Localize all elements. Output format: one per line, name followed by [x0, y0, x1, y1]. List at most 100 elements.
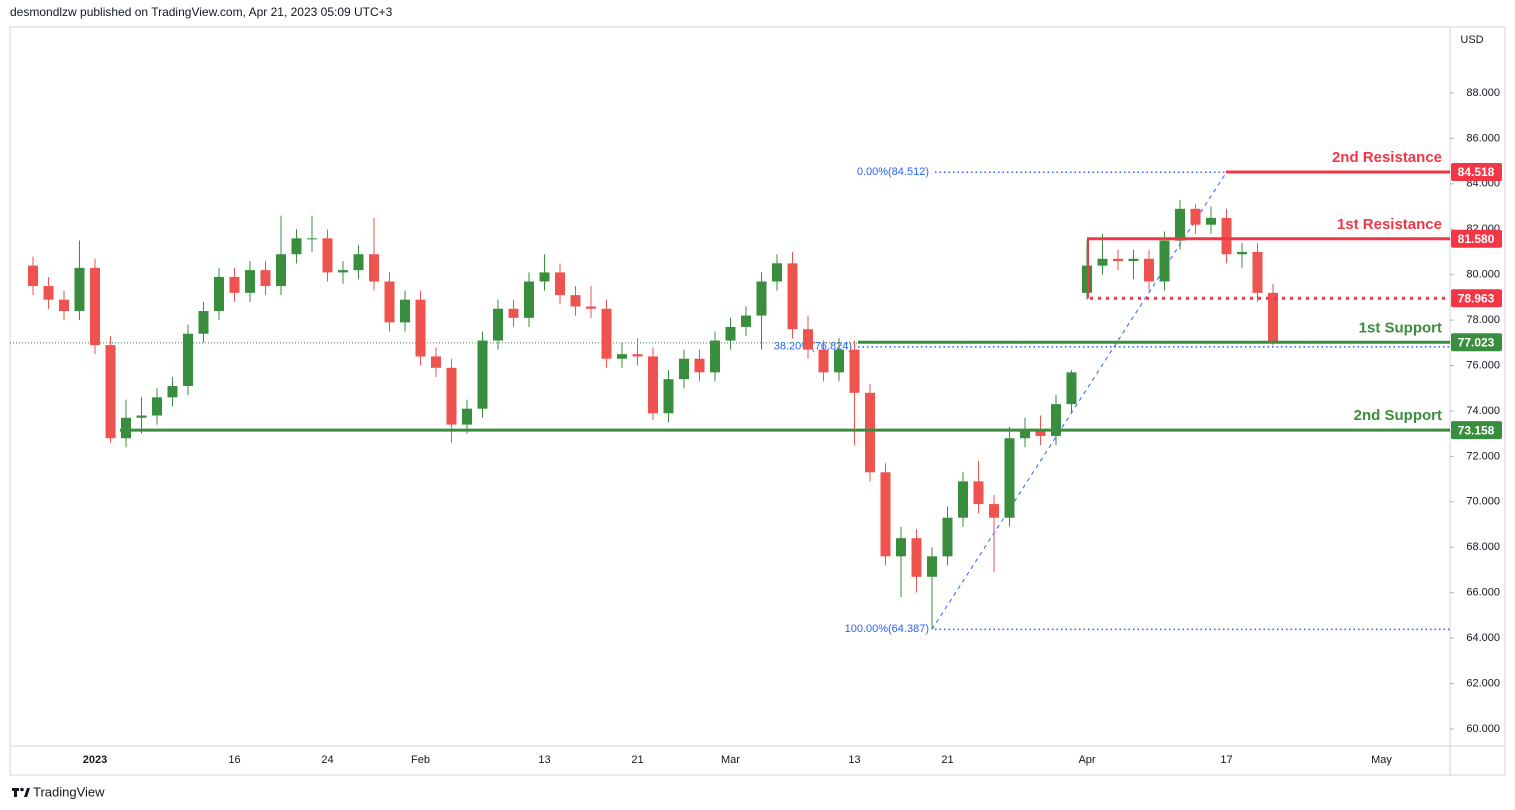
- candle-body: [1144, 258, 1154, 282]
- candle-body: [803, 329, 813, 350]
- candle-body: [880, 472, 891, 557]
- candle-body: [431, 356, 441, 368]
- x-tick-label: 2023: [83, 754, 107, 766]
- candle-body: [632, 354, 643, 357]
- x-tick-label: 16: [228, 754, 240, 766]
- x-tick-label: 24: [321, 754, 333, 766]
- candle-body: [1066, 372, 1077, 405]
- price-tag: [1451, 333, 1502, 352]
- x-tick-label: 13: [538, 754, 550, 766]
- candle-body: [43, 286, 54, 300]
- candle-body: [772, 263, 782, 282]
- candle-body: [369, 254, 379, 282]
- candle-body: [1035, 429, 1046, 436]
- candle-body: [1252, 251, 1263, 293]
- candle-body: [493, 308, 503, 341]
- candle-body: [400, 299, 410, 323]
- y-tick-label: 60.000: [1466, 723, 1500, 735]
- y-tick-label: 86.000: [1466, 132, 1500, 144]
- candle-body: [1051, 404, 1061, 436]
- candle-body: [74, 267, 85, 312]
- candle-body: [384, 281, 395, 323]
- candle-body: [787, 263, 798, 330]
- y-tick-label: 68.000: [1466, 541, 1500, 553]
- level-name: 2nd Support: [1354, 407, 1442, 424]
- candle-body: [617, 354, 627, 359]
- candle-body: [1004, 438, 1015, 518]
- candle-body: [245, 270, 255, 293]
- candle-body: [1221, 217, 1232, 255]
- candle-body: [121, 417, 131, 439]
- candle-body: [756, 281, 767, 316]
- candle-body: [973, 481, 984, 505]
- candle-body: [508, 308, 519, 318]
- candle-body: [911, 538, 922, 577]
- candle-body: [555, 272, 565, 296]
- frame: [9, 26, 1506, 776]
- candle-body: [1113, 258, 1123, 262]
- y-tick-label: 64.000: [1466, 632, 1500, 644]
- candle-body: [462, 408, 472, 425]
- candle-body: [1020, 429, 1030, 439]
- candle-body: [229, 276, 240, 293]
- candle-body: [446, 367, 457, 425]
- candle-body: [834, 349, 844, 373]
- candle-body: [105, 345, 116, 439]
- price-tag: [1451, 229, 1502, 248]
- x-tick-label: Mar: [721, 754, 740, 766]
- candle-body: [570, 295, 581, 307]
- x-tick-label: Apr: [1078, 754, 1095, 766]
- candle-body: [152, 397, 162, 416]
- candle-body: [90, 267, 100, 346]
- candle-body: [415, 299, 426, 357]
- candle-body: [958, 481, 968, 518]
- candle-body: [353, 254, 364, 271]
- price-tag-label: 84.518: [1458, 165, 1495, 179]
- x-tick-label: 21: [941, 754, 953, 766]
- fib-label: 100.00%(64.387): [845, 623, 929, 635]
- candle-body: [694, 358, 705, 373]
- candle-body: [818, 349, 829, 373]
- candle-body: [989, 504, 999, 518]
- candle-body: [725, 326, 736, 341]
- candle-body: [322, 238, 333, 273]
- candle-body: [539, 272, 550, 282]
- candle-body: [648, 356, 658, 414]
- fib-trend: [931, 171, 1227, 630]
- candle-body: [260, 270, 271, 287]
- candle-body: [1237, 251, 1247, 255]
- candle-body: [865, 392, 875, 473]
- candle-body: [136, 415, 147, 418]
- fib-label: 0.00%(84.512): [857, 166, 929, 178]
- candle-body: [927, 556, 937, 577]
- x-tick-label: 21: [631, 754, 643, 766]
- price-tag-label: 77.023: [1458, 335, 1495, 349]
- candle-body: [741, 315, 751, 327]
- x-tick-label: May: [1371, 754, 1392, 766]
- candle-body: [214, 276, 224, 312]
- candle-body: [679, 358, 689, 380]
- x-tick-label: 13: [848, 754, 860, 766]
- x-tick-label: Feb: [411, 754, 430, 766]
- price-tag: [1451, 421, 1502, 440]
- price-tag: [1451, 163, 1502, 182]
- plot: 0.00%(84.512)38.20%(76.824)100.00%(64.38…: [10, 149, 1450, 635]
- logo: [12, 787, 30, 797]
- candle-body: [942, 517, 953, 557]
- candle-body: [198, 311, 209, 334]
- candle-body: [849, 349, 860, 393]
- candle-body: [1268, 292, 1278, 343]
- candle-body: [183, 333, 193, 386]
- candle-body: [663, 379, 674, 414]
- candle-body: [59, 299, 69, 312]
- level-name: 1st Resistance: [1337, 216, 1442, 233]
- price-tag-label: 73.158: [1458, 423, 1495, 437]
- y-tick-label: 80.000: [1466, 269, 1500, 281]
- y-tick-label: 66.000: [1466, 587, 1500, 599]
- candle-body: [710, 340, 720, 373]
- candle-body: [477, 340, 488, 409]
- level-name: 1st Support: [1359, 319, 1442, 336]
- price-tag: [1451, 289, 1502, 308]
